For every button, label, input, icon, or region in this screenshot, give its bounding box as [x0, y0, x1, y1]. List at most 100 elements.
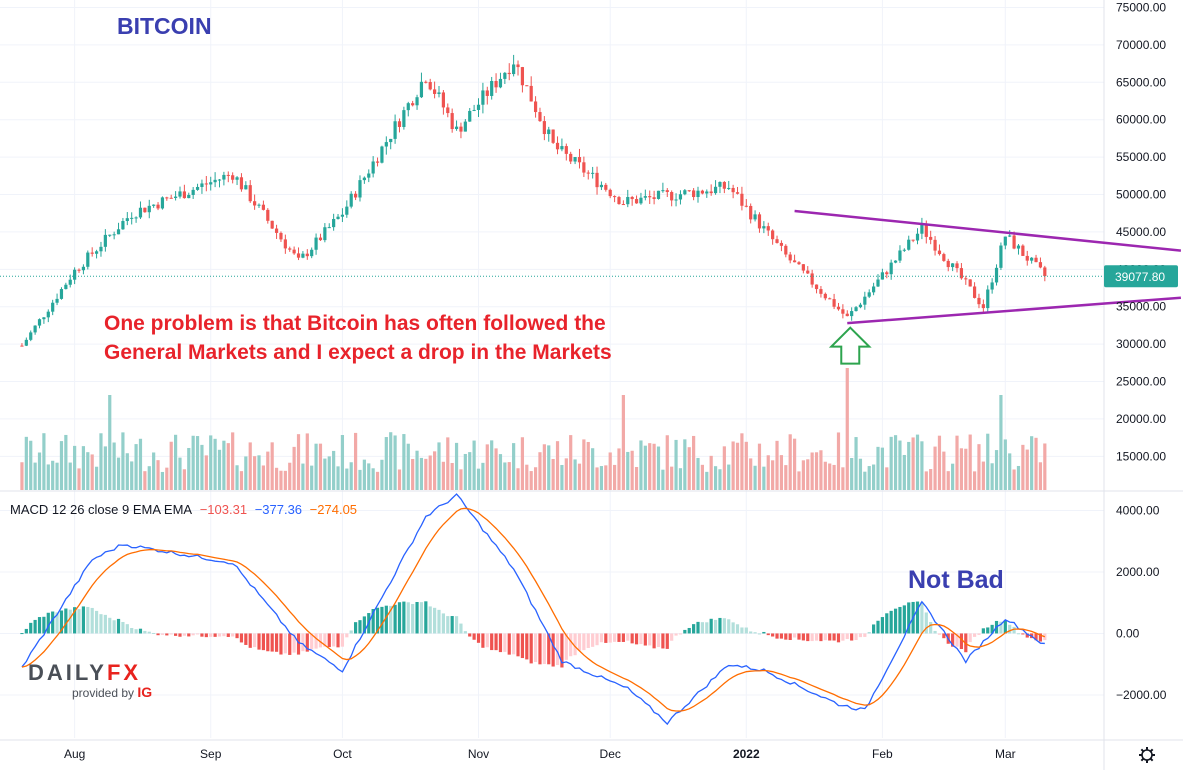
histogram-bar — [854, 633, 858, 641]
candle-body — [569, 153, 573, 162]
histogram-bar — [696, 621, 700, 634]
volume-bar — [529, 471, 533, 490]
up-arrow-icon — [828, 326, 872, 365]
histogram-bar — [863, 633, 867, 637]
histogram-bar — [248, 633, 252, 648]
volume-bar — [152, 452, 156, 490]
candle-body — [709, 191, 713, 194]
trendline-upper — [794, 209, 1182, 252]
candle-body — [209, 182, 213, 185]
volume-bar — [946, 471, 950, 490]
candle-body — [595, 172, 599, 188]
candle-body — [415, 97, 419, 106]
candle-body — [349, 193, 353, 207]
candle-body — [371, 161, 375, 174]
volume-bar — [1003, 439, 1007, 490]
candle-body — [503, 72, 507, 79]
price-tick-label: 60000.00 — [1116, 113, 1166, 127]
histogram-bar — [226, 633, 230, 637]
volume-bar — [788, 434, 792, 490]
histogram-bar — [902, 605, 906, 634]
histogram-bar — [468, 633, 472, 637]
logo-provided-by: provided by IG — [72, 684, 153, 700]
candle-body — [885, 272, 889, 275]
volume-bar — [446, 437, 450, 490]
candle-body — [630, 196, 634, 200]
histogram-bar — [112, 620, 116, 634]
histogram-bar — [507, 633, 511, 655]
volume-bar — [630, 450, 634, 490]
histogram-bar — [231, 633, 235, 637]
candle-body — [375, 161, 380, 163]
histogram-bar — [353, 622, 358, 634]
volume-bar — [433, 451, 437, 490]
candle-body — [718, 181, 722, 187]
annotation-line-2: General Markets and I expect a drop in t… — [104, 341, 612, 364]
candle-body — [722, 181, 726, 189]
candle-body — [441, 92, 445, 108]
chart-title: BITCOIN — [117, 13, 212, 39]
logo-wordmark: DAILYFX — [28, 660, 142, 685]
volume-bar — [907, 441, 911, 490]
histogram-bar — [700, 622, 704, 634]
volume-bar — [999, 395, 1003, 490]
candle-body — [801, 264, 805, 271]
candle-body — [270, 220, 274, 229]
price-tick-label: 25000.00 — [1116, 375, 1166, 389]
dailyfx-logo: DAILYFX provided by IG — [28, 660, 152, 700]
volume-bar — [731, 441, 735, 490]
candle-body — [24, 339, 28, 346]
histogram-bar — [68, 609, 72, 634]
histogram-bar — [516, 633, 520, 657]
candle-body — [986, 289, 990, 309]
histogram-bar — [279, 633, 283, 655]
volume-bar — [942, 451, 946, 490]
volume-bar — [349, 462, 353, 490]
histogram-bar — [972, 633, 977, 637]
histogram-bar — [942, 633, 946, 639]
histogram-bar — [130, 627, 134, 634]
candle-body — [613, 196, 617, 198]
candle-body — [942, 254, 946, 261]
volume-bar — [727, 464, 731, 490]
candle-body — [937, 250, 942, 255]
volume-bar — [490, 440, 494, 490]
price-tick-label: 35000.00 — [1116, 300, 1166, 314]
volume-bar — [424, 458, 428, 490]
candle-body — [525, 85, 529, 87]
histogram-bar — [880, 617, 884, 634]
histogram-bar — [656, 633, 661, 648]
price-tick-label: 15000.00 — [1116, 449, 1166, 463]
histogram-bar — [393, 604, 397, 634]
histogram-bar — [332, 633, 336, 647]
candle-body — [182, 191, 186, 199]
histogram-bar — [933, 630, 937, 634]
histogram-bar — [876, 620, 880, 634]
volume-bar — [226, 443, 230, 490]
volume-bar — [213, 438, 217, 490]
histogram-bar — [937, 633, 942, 635]
candle-body — [520, 67, 525, 86]
signal-line — [21, 507, 1046, 712]
volume-bar — [634, 467, 639, 490]
volume-bar — [643, 445, 647, 490]
volume-bar — [375, 471, 380, 490]
histogram-bar — [94, 610, 99, 634]
histogram-bar — [889, 610, 893, 634]
volume-bar — [700, 464, 704, 490]
volume-bar — [231, 432, 235, 490]
histogram-bar — [744, 627, 748, 634]
time-axis: Aug Sep Oct Nov Dec 2022 Feb Mar — [64, 747, 1016, 761]
histogram-bar — [152, 632, 156, 634]
candle-body — [424, 81, 428, 83]
volume-bar — [670, 466, 674, 490]
histogram-bar — [77, 609, 81, 634]
volume-bar — [872, 464, 876, 490]
price-tick-label: 75000.00 — [1116, 0, 1166, 14]
candle-body — [450, 113, 454, 130]
candle-body — [446, 107, 450, 114]
histogram-bar — [253, 633, 257, 648]
candle-body — [700, 190, 704, 194]
volume-bar — [327, 456, 331, 490]
candle-body — [727, 187, 731, 189]
